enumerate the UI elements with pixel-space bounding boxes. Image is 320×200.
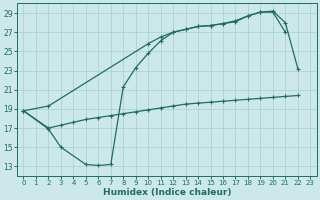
X-axis label: Humidex (Indice chaleur): Humidex (Indice chaleur) — [103, 188, 231, 197]
